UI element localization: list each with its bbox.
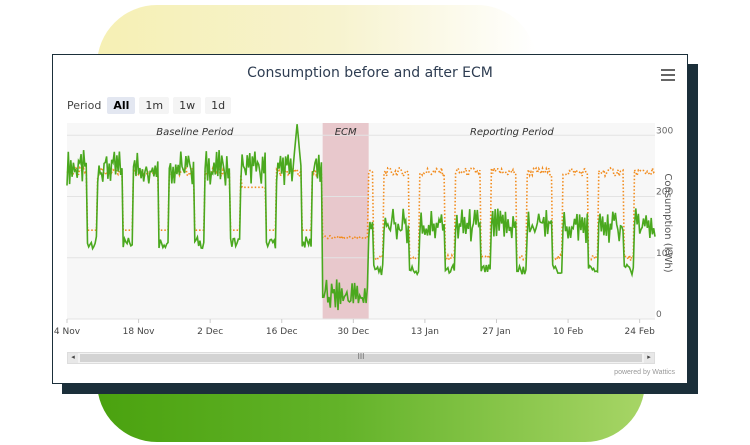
x-tick-label: 18 Nov xyxy=(123,327,156,337)
scroll-right-arrow-icon[interactable]: ▸ xyxy=(644,353,654,363)
x-tick-label: 10 Feb xyxy=(553,327,584,337)
band-label: ECM xyxy=(335,127,357,138)
y-tick-label: 100 xyxy=(656,249,673,259)
powered-by-credit: powered by Wattics xyxy=(614,369,675,376)
x-tick-label: 16 Dec xyxy=(266,327,298,337)
series-line-predicted xyxy=(66,164,656,263)
x-tick-label: 4 Nov xyxy=(54,327,81,337)
y-axis-label: Consumption (kWh) xyxy=(662,173,673,272)
period-all-button[interactable]: All xyxy=(107,97,136,114)
band-label: Baseline Period xyxy=(156,127,234,138)
y-tick-label: 200 xyxy=(656,188,673,198)
period-label: Period xyxy=(67,99,102,112)
x-tick-label: 2 Dec xyxy=(197,327,223,337)
series-line-actual xyxy=(66,124,656,311)
navigator-scrollbar[interactable]: ◂ III ▸ xyxy=(67,352,655,364)
scrollbar-thumb[interactable]: III xyxy=(80,352,642,362)
band-label: Reporting Period xyxy=(470,127,554,138)
scroll-left-arrow-icon[interactable]: ◂ xyxy=(68,353,78,363)
x-tick-label: 24 Feb xyxy=(625,327,656,337)
x-tick-label: 13 Jan xyxy=(411,327,439,337)
y-tick-label: 300 xyxy=(656,126,673,136)
period-1m-button[interactable]: 1m xyxy=(139,97,170,114)
y-tick-label: 0 xyxy=(656,310,662,320)
period-selector: Period All 1m 1w 1d xyxy=(67,97,232,114)
period-1d-button[interactable]: 1d xyxy=(205,97,232,114)
chart-title: Consumption before and after ECM xyxy=(247,65,493,81)
x-tick-label: 30 Dec xyxy=(337,327,369,337)
ecm-band xyxy=(322,123,369,319)
scrollbar-grip: III xyxy=(357,352,365,361)
consumption-chart: Baseline Period ECM Reporting Period 0 100 2… xyxy=(54,123,673,337)
x-tick-label: 27 Jan xyxy=(482,327,510,337)
chart-card: Consumption before and after ECM Period … xyxy=(52,54,688,384)
period-1w-button[interactable]: 1w xyxy=(173,97,202,114)
hamburger-menu-icon[interactable] xyxy=(661,69,675,81)
